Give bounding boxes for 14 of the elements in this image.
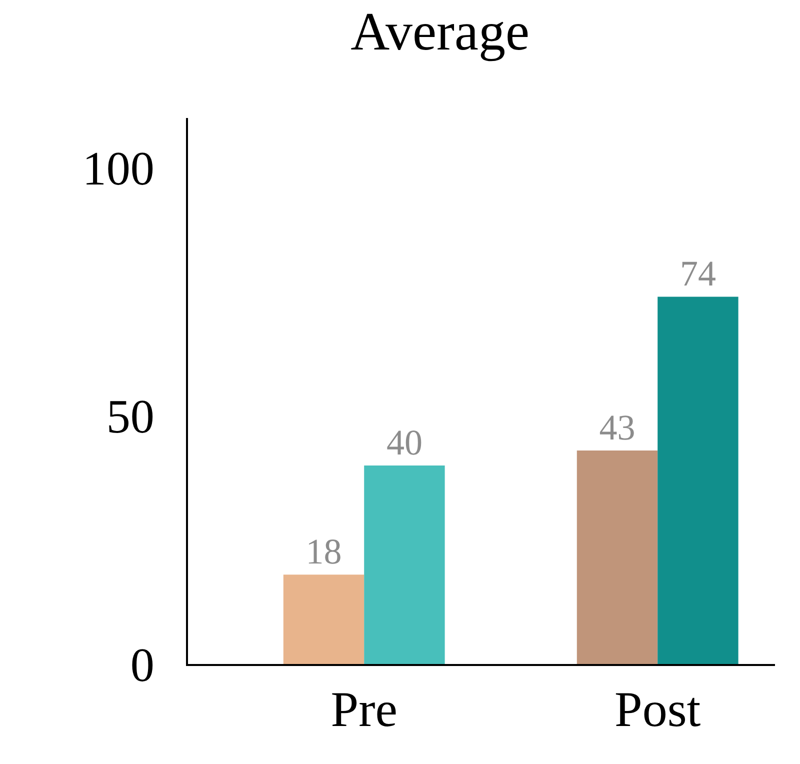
- chart-title: Average: [350, 1, 530, 62]
- bar: [576, 450, 658, 664]
- x-tick-label: Post: [614, 681, 701, 737]
- data-label: 40: [386, 422, 422, 462]
- bar: [364, 465, 445, 664]
- bar: [658, 296, 738, 664]
- y-tick-label: 50: [106, 390, 154, 444]
- data-label: 74: [680, 254, 716, 294]
- data-label: 43: [599, 408, 636, 448]
- bar: [283, 574, 364, 664]
- y-tick-label: 100: [82, 142, 154, 196]
- x-tick-label: Pre: [330, 681, 398, 737]
- y-tick-label: 0: [130, 638, 154, 692]
- data-label: 18: [306, 532, 342, 572]
